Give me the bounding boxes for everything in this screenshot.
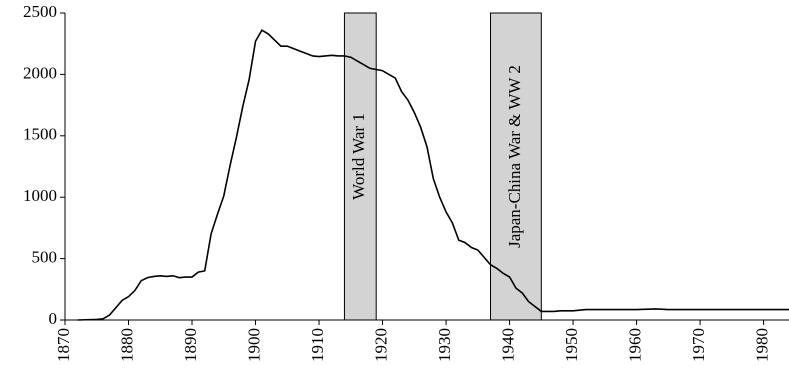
event-band [490, 12, 542, 321]
data-line [77, 29, 789, 321]
y-tick-label: 1500 [23, 125, 57, 144]
x-tick-label: 1950 [562, 328, 581, 362]
x-tick-label: 1930 [435, 328, 454, 362]
x-tick-label: 1910 [308, 328, 327, 362]
y-tick-label: 500 [32, 248, 58, 267]
x-tick-label: 1920 [371, 328, 390, 362]
x-tick-label: 1890 [181, 328, 200, 362]
x-tick-label: 1900 [244, 328, 263, 362]
event-band [343, 12, 377, 321]
x-tick-label: 1960 [625, 328, 644, 362]
x-tick-label: 1870 [54, 328, 73, 362]
x-tick-label: 1940 [498, 328, 517, 362]
x-tick-label: 1970 [689, 328, 708, 362]
y-tick-label: 1000 [23, 186, 57, 205]
x-tick-label: 1880 [117, 328, 136, 362]
y-tick-label: 2000 [23, 63, 57, 82]
y-tick-label: 0 [49, 309, 58, 328]
band-label: Japan-China War & WW 2 [505, 65, 524, 248]
y-tick-label: 2500 [23, 2, 57, 21]
x-tick-label: 1980 [753, 328, 772, 362]
band-label: World War 1 [349, 113, 368, 200]
